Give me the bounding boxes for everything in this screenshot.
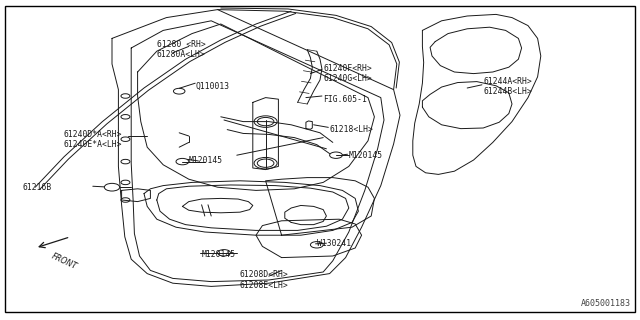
Circle shape [254,157,277,169]
Text: FIG.605-1: FIG.605-1 [323,95,367,104]
Text: M120145: M120145 [202,250,236,259]
Circle shape [310,242,323,248]
Circle shape [254,116,277,127]
Circle shape [176,158,189,165]
Text: Q110013: Q110013 [195,82,229,91]
Circle shape [104,183,120,191]
Text: 61218<LH>: 61218<LH> [330,125,374,134]
Text: 61216B: 61216B [22,183,52,192]
Text: FRONT: FRONT [50,251,78,271]
Text: M120145: M120145 [189,156,223,164]
Text: A605001183: A605001183 [580,299,630,308]
Circle shape [173,88,185,94]
Text: 61240D*A<RH>
61240E*A<LH>: 61240D*A<RH> 61240E*A<LH> [64,130,122,149]
Text: 61240F<RH>
61240G<LH>: 61240F<RH> 61240G<LH> [323,64,372,83]
Text: 61280 <RH>
61280A<LH>: 61280 <RH> 61280A<LH> [157,40,205,59]
Text: 61244A<RH>
61244B<LH>: 61244A<RH> 61244B<LH> [483,77,532,96]
Circle shape [330,152,342,158]
Text: W130241: W130241 [317,239,351,248]
Text: M120145: M120145 [349,151,383,160]
Text: 61208D<RH>
61208E<LH>: 61208D<RH> 61208E<LH> [240,270,289,290]
Circle shape [218,250,230,256]
